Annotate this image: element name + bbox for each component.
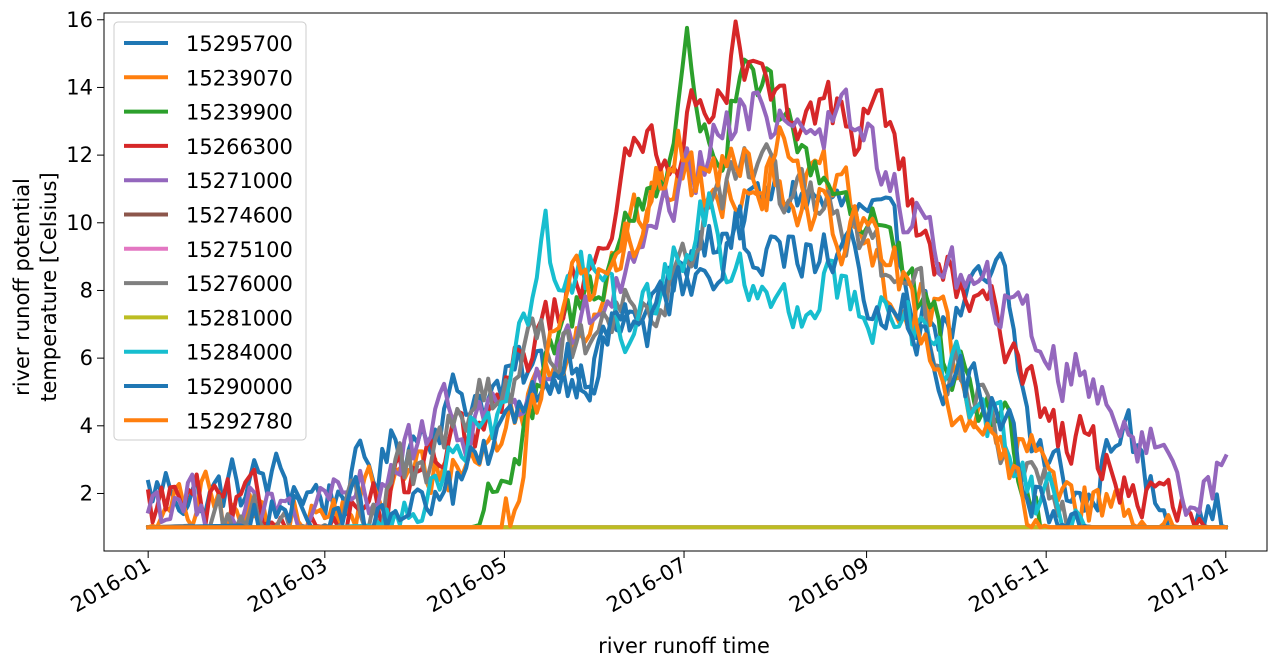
x-tick-label: 2016-07 [603, 553, 691, 618]
y-axis-label-line1: river runoff potential [10, 178, 34, 396]
legend-label: 15274600 [186, 204, 293, 228]
y-tick-label: 10 [66, 211, 93, 235]
y-tick-label: 4 [80, 414, 93, 438]
y-tick-label: 6 [80, 346, 93, 370]
legend-label: 15271000 [186, 169, 293, 193]
legend-label: 15276000 [186, 272, 293, 296]
y-tick-label: 8 [80, 278, 93, 302]
legend-label: 15290000 [186, 375, 293, 399]
series-line-15271000 [145, 87, 1229, 530]
x-axis: 2016-01 2016-03 2016-05 2016-07 2016-09 2016-… [67, 551, 1232, 618]
legend-label: 15275100 [186, 238, 293, 262]
y-tick-label: 16 [66, 8, 93, 32]
legend-label: 15292780 [186, 409, 293, 433]
x-axis-label: river runoff time [598, 634, 770, 658]
x-tick-label: 2016-03 [243, 553, 331, 618]
legend-label: 15281000 [186, 306, 293, 330]
y-axis-label-line2: temperature [Celsius] [37, 172, 61, 402]
legend-label: 15295700 [186, 32, 293, 56]
x-tick-label: 2016-09 [785, 553, 873, 618]
legend-label: 15284000 [186, 341, 293, 365]
x-tick-label: 2016-01 [67, 553, 155, 618]
x-tick-label: 2016-05 [423, 553, 511, 618]
y-tick-label: 12 [66, 143, 93, 167]
legend: 15295700 15239070 15239900 15266300 15271000… [113, 21, 307, 441]
legend-label: 15239900 [186, 101, 293, 125]
y-tick-label: 14 [66, 75, 93, 99]
legend-label: 15266300 [186, 135, 293, 159]
y-axis: 2 4 6 8 10 12 14 16 [66, 8, 104, 505]
y-tick-label: 2 [80, 481, 93, 505]
x-tick-label: 2016-11 [965, 553, 1053, 618]
series-line-15292780 [146, 125, 1228, 530]
legend-label: 15239070 [186, 66, 293, 90]
plot-frame [103, 12, 1268, 552]
legend-box [113, 21, 307, 441]
series-lines [145, 19, 1229, 530]
x-tick-label: 2017-01 [1144, 553, 1232, 618]
